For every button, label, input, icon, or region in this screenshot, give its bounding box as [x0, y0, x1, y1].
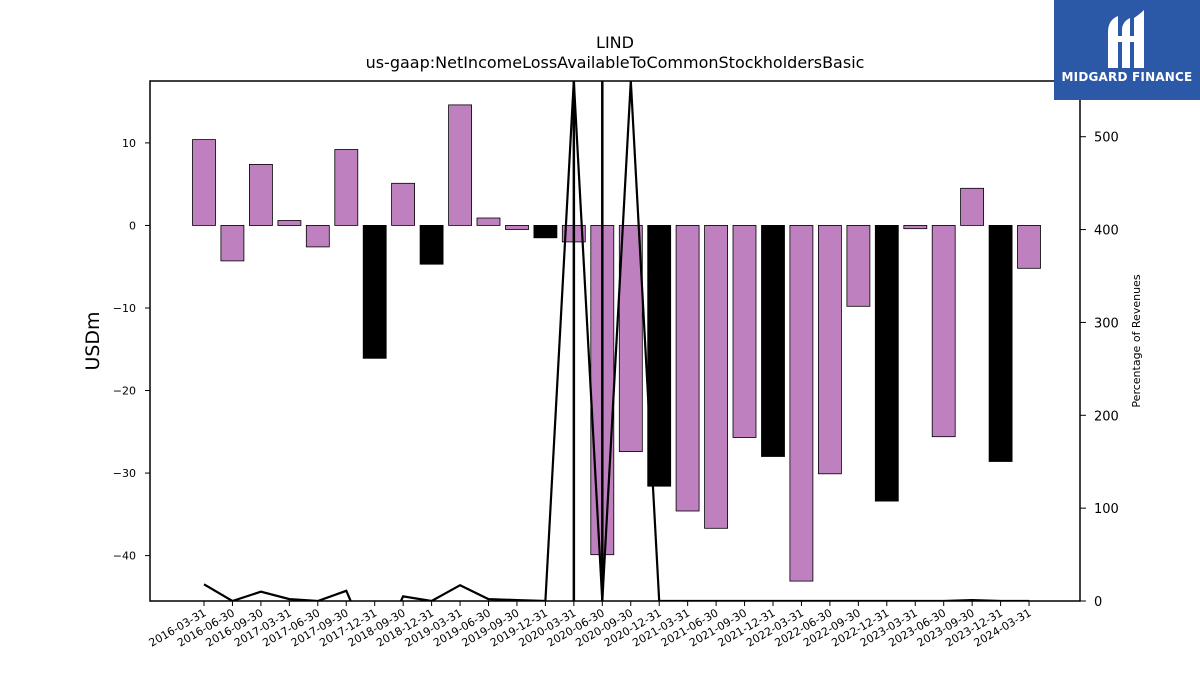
chart-subtitle: us-gaap:NetIncomeLossAvailableToCommonSt…	[366, 53, 865, 72]
bar-2019-06-30	[476, 217, 501, 226]
bar-2019-09-30	[505, 224, 529, 230]
bar-2020-09-30	[618, 224, 643, 452]
bar-2021-03-31	[675, 224, 700, 512]
ytick-label: −30	[113, 467, 136, 480]
ytick-right-label: 400	[1094, 224, 1119, 239]
bar-2016-06-30	[220, 224, 245, 262]
bar-2022-03-31	[789, 224, 814, 582]
ytick-label: −10	[113, 302, 136, 315]
chart-title: LIND	[596, 33, 634, 52]
ytick-label: 10	[122, 137, 136, 150]
bar-2018-09-30	[391, 182, 416, 226]
bar-2022-12-31	[874, 224, 899, 502]
y-axis-label: USDm	[82, 311, 104, 370]
bar-2017-09-30	[334, 149, 359, 226]
bar-2022-06-30	[818, 224, 842, 475]
bar-2021-12-31	[761, 224, 785, 457]
bar-2023-09-30	[960, 187, 984, 226]
bar-2019-12-31	[533, 224, 558, 239]
brand-name: MIDGARD FINANCE	[1061, 70, 1193, 84]
brand-logo: MIDGARD FINANCE	[1054, 0, 1200, 100]
bar-2023-12-31	[988, 224, 1013, 462]
ytick-label: 0	[129, 219, 136, 232]
vertical-markers	[572, 81, 604, 601]
y-axis-label-right: Percentage of Revenues	[1130, 274, 1143, 407]
bar-2020-12-31	[647, 224, 672, 487]
x-axis-ticks: 2016-03-312016-06-302016-09-302017-03-31…	[147, 601, 1034, 650]
midgard-m-logo-icon	[1108, 10, 1144, 68]
bar-2021-09-30	[732, 224, 757, 438]
pct-revenue-line-group	[203, 81, 1029, 601]
ytick-right-label: 500	[1094, 131, 1119, 146]
bar-2023-06-30	[931, 224, 956, 438]
ytick-right-label: 300	[1094, 316, 1119, 331]
bar-2017-12-31	[362, 224, 387, 359]
bar-2024-03-31	[1017, 224, 1041, 269]
ytick-right-label: 200	[1094, 409, 1119, 424]
bar-2016-09-30	[248, 163, 273, 226]
bar-2017-06-30	[305, 224, 330, 248]
bars-group	[192, 104, 1041, 582]
left-axis-ticks: 10 0 −10 −20 −30 −40	[113, 137, 150, 563]
bar-2021-06-30	[704, 224, 728, 529]
right-axis-ticks: 0 100 200 300 400 500	[1080, 131, 1119, 610]
pct-revenue-line	[203, 81, 1029, 601]
bar-2023-03-31	[903, 224, 928, 230]
ytick-right-label: 0	[1094, 595, 1102, 610]
plot-frame	[149, 80, 1081, 602]
bar-2022-09-30	[846, 224, 871, 307]
bar-2018-12-31	[419, 224, 444, 265]
bar-2019-03-31	[448, 104, 473, 226]
ytick-label: −20	[113, 385, 136, 398]
bar-2016-03-31	[192, 139, 216, 226]
ytick-label: −40	[113, 550, 136, 563]
ytick-right-label: 100	[1094, 502, 1119, 517]
bar-2017-03-31	[277, 220, 302, 226]
